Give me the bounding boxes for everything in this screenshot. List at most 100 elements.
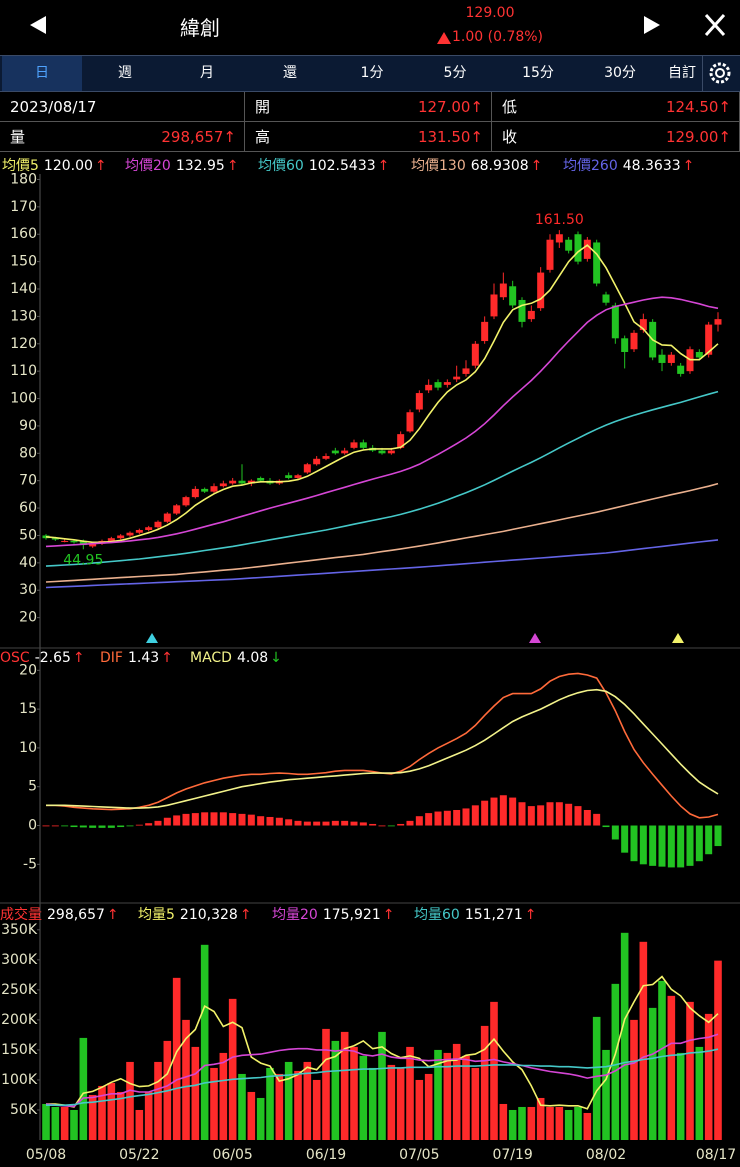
volume-bar [98, 1085, 106, 1140]
legend-arrow: ↑ [531, 158, 543, 174]
price-change: 1.00 (0.78%) [452, 29, 544, 45]
volume-bar [415, 1079, 424, 1140]
next-button[interactable] [644, 16, 660, 34]
signal-marker [529, 633, 541, 643]
y-tick-label: 60 [19, 500, 37, 516]
line-series [45, 244, 719, 544]
osc-bar [555, 802, 563, 826]
legend-arrow: ↑ [378, 158, 390, 174]
y-tick-label: 160 [10, 226, 37, 242]
volume-bar [462, 1055, 470, 1140]
period-tab[interactable]: 週 [118, 65, 132, 81]
volume-bar [135, 1109, 144, 1140]
volume-bar [312, 1079, 321, 1140]
legend-label: 成交量 [0, 906, 42, 923]
osc-bar [546, 802, 554, 826]
quote-label: 低 [502, 98, 518, 116]
osc-bar [42, 825, 50, 827]
legend-value: 298,657 [47, 907, 105, 923]
volume-bar [555, 1106, 564, 1140]
osc-bar [70, 825, 78, 828]
candle-body [210, 486, 218, 492]
osc-bar [462, 808, 470, 826]
y-tick-label: 0 [28, 818, 37, 834]
volume-bar [490, 1001, 498, 1140]
legend-label: 均量20 [272, 907, 318, 923]
legend-value: 151,271 [465, 907, 523, 923]
legend-arrow: ↑ [161, 650, 173, 666]
volume-bar [620, 932, 629, 1140]
candle-body [714, 319, 722, 325]
osc-bar [667, 825, 675, 868]
quote-label: 高 [255, 128, 271, 146]
candle-body [191, 488, 199, 498]
candle-body [135, 529, 143, 533]
y-tick-label: 130 [10, 308, 37, 324]
period-tab[interactable]: 5分 [443, 65, 467, 81]
period-tab[interactable]: 還 [283, 65, 297, 81]
up-triangle [437, 32, 451, 44]
period-tab[interactable]: 30分 [604, 65, 636, 81]
y-tick-label: 110 [10, 363, 37, 379]
legend-label: 均量60 [414, 907, 460, 923]
candle-body [247, 480, 255, 484]
osc-bar [378, 825, 386, 827]
y-tick-label: 40 [19, 555, 37, 571]
legend-label: MACD [190, 650, 232, 666]
settings-button[interactable] [702, 56, 738, 91]
legend-label: 均價5 [2, 157, 39, 174]
candle-body [499, 283, 507, 298]
candle-body [89, 543, 97, 547]
osc-bar [518, 802, 526, 826]
osc-bar [611, 825, 619, 840]
period-tab[interactable]: 1分 [360, 65, 384, 81]
volume-bar [51, 1106, 60, 1140]
line-series [46, 672, 719, 819]
osc-bar [266, 816, 274, 826]
volume-bar [480, 1025, 489, 1140]
osc-bar [219, 812, 227, 826]
osc-bar [331, 820, 339, 826]
candle-body [294, 475, 302, 478]
period-tabs: 日 週 月 還 1分 5分 15分 30分 自訂 [0, 55, 740, 92]
y-tick-label: 100K [1, 1072, 38, 1088]
volume-bar [200, 944, 209, 1140]
volume-bar [536, 1097, 545, 1140]
osc-bar [406, 820, 414, 826]
y-tick-label: 10 [19, 740, 37, 756]
volume-bar [219, 1052, 228, 1140]
legend-arrow: ↑ [227, 158, 239, 174]
period-tab[interactable]: 自訂 [662, 56, 703, 91]
line-series [46, 975, 719, 1110]
osc-bar [369, 823, 377, 826]
osc-bar [107, 825, 115, 828]
legend-value: 68.9308 [471, 158, 529, 174]
period-tab[interactable]: 15分 [522, 65, 554, 81]
candle-body [593, 242, 601, 284]
volume-bar [126, 1061, 134, 1140]
volume-bar [228, 998, 237, 1140]
legend-value: 102.5433 [309, 158, 376, 174]
osc-bar [453, 809, 461, 826]
candle-body [527, 310, 535, 320]
close-button[interactable] [704, 13, 726, 37]
x-tick-label: 08/02 [586, 1147, 626, 1163]
y-tick-label: 20 [19, 610, 37, 626]
osc-bar [247, 814, 255, 826]
candle-body [201, 488, 209, 492]
volume-bar [452, 1043, 461, 1140]
volume-bar [527, 1106, 536, 1140]
legend-label: DIF [100, 650, 123, 666]
osc-bar [705, 825, 713, 855]
osc-bar [583, 809, 591, 826]
candle-body [387, 450, 395, 454]
volume-bar [88, 1094, 97, 1140]
legend-arrow: ↑ [95, 158, 107, 174]
period-tab[interactable]: 日 [2, 56, 82, 91]
osc-bar [210, 812, 218, 826]
candle-body [145, 527, 153, 530]
period-tab[interactable]: 月 [200, 65, 214, 81]
y-tick-label: 20 [19, 662, 37, 678]
back-button[interactable] [30, 16, 46, 34]
legend-label: 均價20 [125, 157, 171, 174]
